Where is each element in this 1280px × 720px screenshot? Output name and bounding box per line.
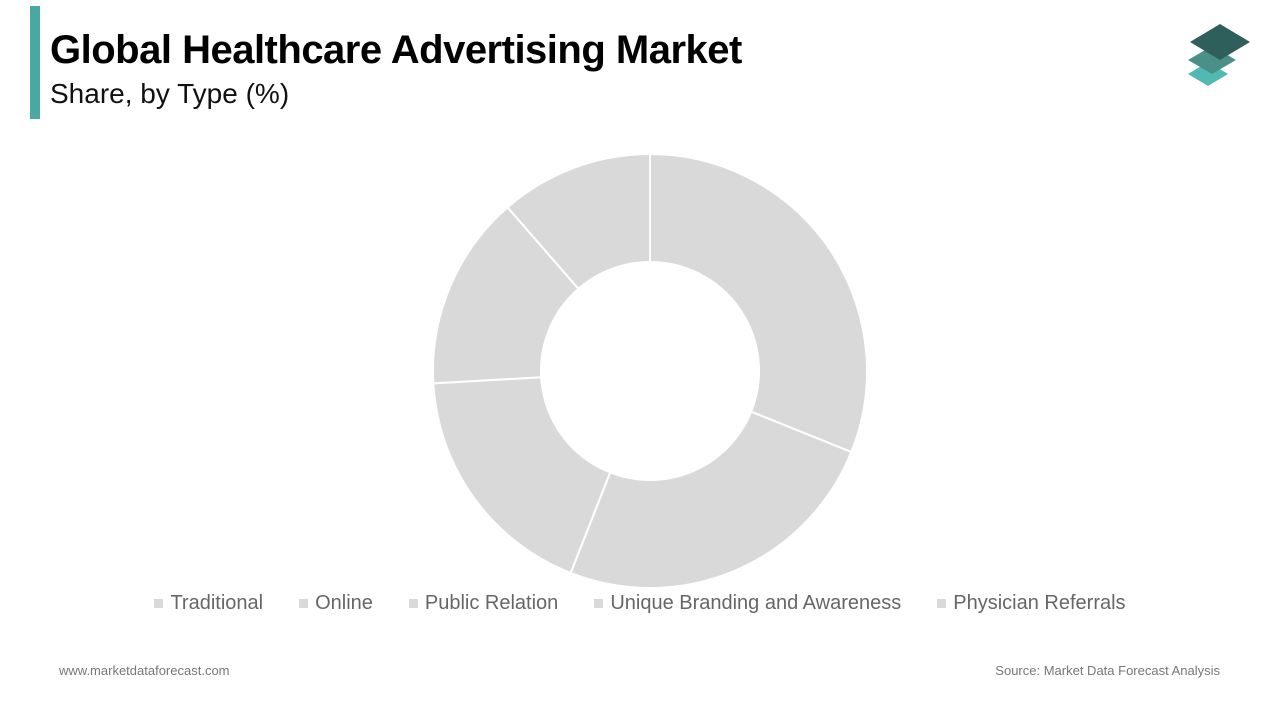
chart-subtitle: Share, by Type (%) bbox=[50, 78, 290, 109]
chart-legend: Traditional Online Public Relation Unique B… bbox=[0, 592, 1280, 615]
legend-swatch bbox=[154, 599, 164, 608]
slice-public-relation bbox=[432, 376, 612, 575]
legend-swatch bbox=[937, 599, 947, 608]
legend-swatch bbox=[594, 599, 604, 608]
slice-physician-referrals bbox=[506, 152, 651, 291]
legend-label: Online bbox=[315, 592, 373, 614]
logo-layer-top bbox=[1190, 24, 1250, 60]
slice-unique-branding-and-awareness bbox=[432, 205, 580, 385]
legend-label: Public Relation bbox=[424, 592, 559, 614]
legend-item-traditional: Traditional bbox=[154, 592, 263, 615]
slice-online bbox=[569, 410, 853, 589]
chart-title: Global Healthcare Advertising Market bbox=[50, 28, 742, 72]
slice-traditional bbox=[649, 152, 868, 454]
legend-label: Traditional bbox=[170, 592, 264, 614]
title-accent-bar bbox=[30, 6, 40, 119]
legend-label: Unique Branding and Awareness bbox=[610, 592, 902, 614]
legend-swatch bbox=[299, 599, 309, 608]
stacked-layers-icon bbox=[1188, 24, 1250, 86]
legend-item-unique-branding-and-awareness: Unique Branding and Awareness bbox=[594, 592, 901, 615]
donut-chart bbox=[432, 152, 868, 589]
legend-item-physician-referrals: Physician Referrals bbox=[937, 592, 1126, 615]
legend-item-online: Online bbox=[299, 592, 373, 615]
legend-item-public-relation: Public Relation bbox=[408, 592, 559, 615]
website-url: www.marketdataforecast.com bbox=[59, 663, 230, 678]
legend-label: Physician Referrals bbox=[953, 592, 1126, 614]
source-note: Source: Market Data Forecast Analysis bbox=[995, 663, 1220, 678]
legend-swatch bbox=[408, 599, 418, 608]
